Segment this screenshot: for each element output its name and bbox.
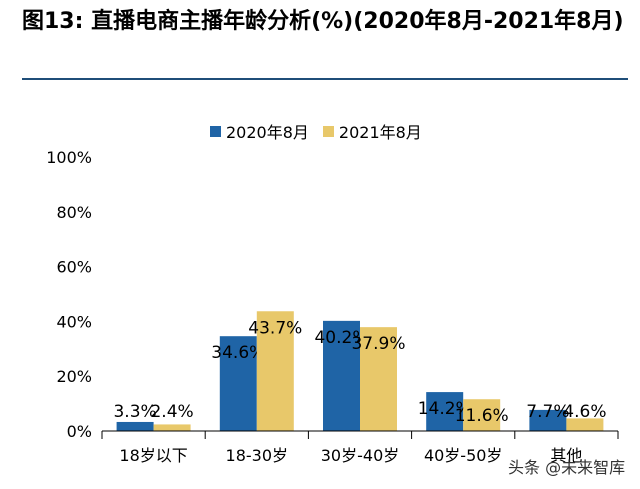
bar-2021 <box>463 399 501 431</box>
x-tick-label: 40岁-50岁 <box>424 446 503 465</box>
legend-label-2020: 2020年8月 <box>226 123 309 142</box>
title-rule <box>22 78 628 80</box>
data-label-2021: 2.4% <box>150 402 193 422</box>
legend-swatch-2020 <box>210 125 221 137</box>
legend-item-2020: 2020年8月 <box>210 119 309 143</box>
bar-2021 <box>360 327 397 431</box>
bar-2021 <box>256 311 294 431</box>
y-tick-label: 20% <box>56 367 92 386</box>
data-label-2020: 34.6% <box>211 343 265 363</box>
x-tick-label: 18岁以下 <box>119 446 187 465</box>
x-tick-label: 30岁-40岁 <box>321 446 400 465</box>
bar-2021 <box>153 424 191 431</box>
legend-label-2021: 2021年8月 <box>338 123 422 142</box>
data-label-2020: 40.2% <box>314 328 368 348</box>
bar-2020 <box>116 421 154 431</box>
x-tick-label: 其他 <box>550 446 582 465</box>
legend-swatch-2021 <box>322 125 334 137</box>
data-label-2021: 4.6% <box>563 402 606 422</box>
legend-item-2021: 2021年8月 <box>322 119 422 143</box>
bar-2020 <box>529 409 567 431</box>
watermark: 头条 @未来智库 <box>508 458 626 477</box>
y-tick-label: 0% <box>67 422 92 441</box>
bar-2020 <box>219 336 257 431</box>
data-label-2021: 11.6% <box>455 406 509 426</box>
y-tick-label: 80% <box>56 203 92 222</box>
legend: 2020年8月 2021年8月 <box>210 120 422 142</box>
data-label-2020: 7.7% <box>526 402 569 422</box>
y-tick-label: 40% <box>56 312 92 331</box>
data-label-2021: 43.7% <box>248 318 302 338</box>
bar-2020 <box>323 320 360 431</box>
bar-2020 <box>426 392 464 431</box>
chart-title: 图13: 直播电商主播年龄分析(%)(2020年8月-2021年8月) <box>22 9 624 34</box>
y-tick-label: 60% <box>56 258 92 277</box>
bar-2021 <box>566 418 604 431</box>
x-tick-label: 18-30岁 <box>226 446 289 465</box>
data-label-2020: 3.3% <box>113 402 156 422</box>
data-label-2021: 37.9% <box>351 334 405 354</box>
data-label-2020: 14.2% <box>418 399 472 419</box>
y-tick-label: 100% <box>46 148 92 167</box>
